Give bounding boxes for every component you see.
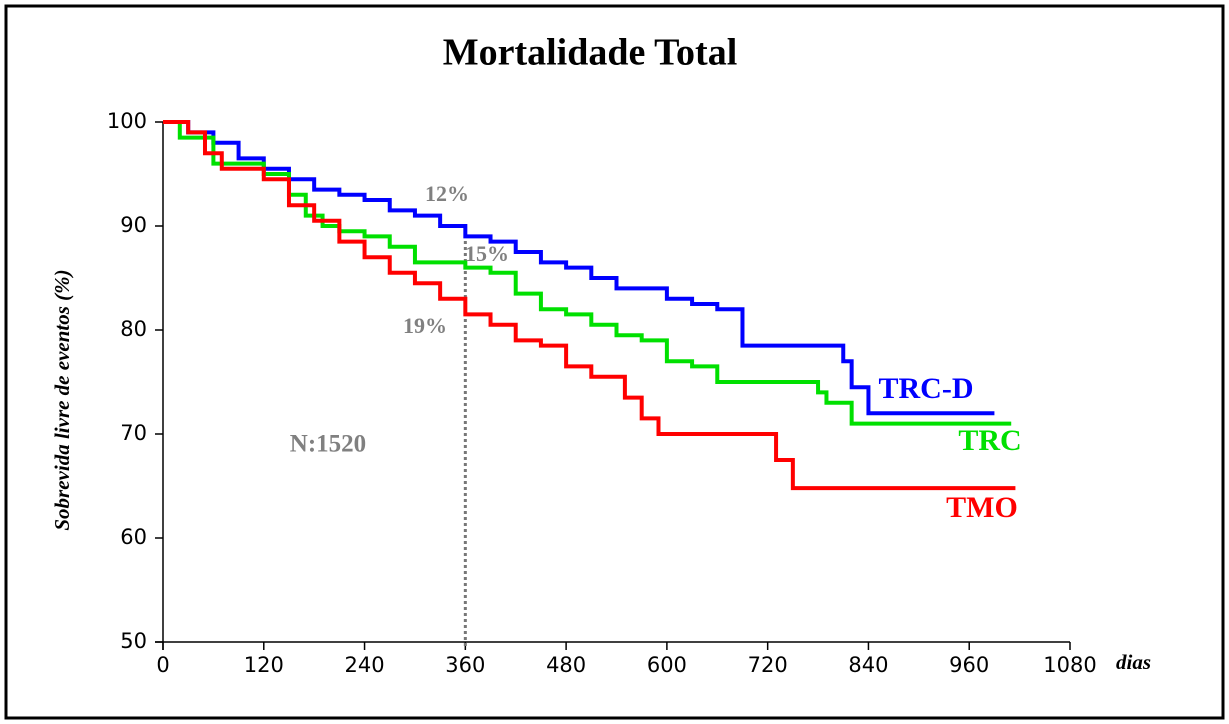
annotation: 19% (403, 313, 447, 338)
x-tick-label: 720 (748, 653, 788, 677)
y-tick-label: 80 (120, 317, 147, 341)
y-tick-label: 50 (120, 629, 147, 653)
annotation: 15% (465, 241, 509, 266)
y-axis-label: Sobrevida livre de eventos (%) (50, 269, 74, 530)
x-tick-label: 240 (345, 653, 385, 677)
x-axis-label: dias (1116, 650, 1151, 674)
x-tick-label: 0 (156, 653, 169, 677)
x-tick-label: 360 (445, 653, 485, 677)
annotation: 12% (425, 181, 469, 206)
frame (4, 4, 1225, 720)
y-tick-label: 100 (107, 109, 147, 133)
x-tick-label: 600 (647, 653, 687, 677)
survival-line (163, 120, 995, 416)
x-tick-label: 840 (848, 653, 888, 677)
x-tick-label: 480 (546, 653, 586, 677)
y-tick-label: 60 (120, 525, 147, 549)
y-tick-label: 70 (120, 421, 147, 445)
x-tick-label: 960 (949, 653, 989, 677)
x-tick-label: 1080 (1043, 653, 1096, 677)
survival-line (163, 120, 1016, 491)
series-label: TRC-D (879, 372, 974, 405)
survival-line (163, 120, 1012, 426)
y-tick-label: 90 (120, 213, 147, 237)
chart-title: Mortalidade Total (443, 32, 738, 74)
annotation: N:1520 (290, 431, 366, 458)
x-tick-label: 120 (244, 653, 284, 677)
series-label: TRC (958, 424, 1021, 457)
series-label: TMO (946, 491, 1018, 524)
